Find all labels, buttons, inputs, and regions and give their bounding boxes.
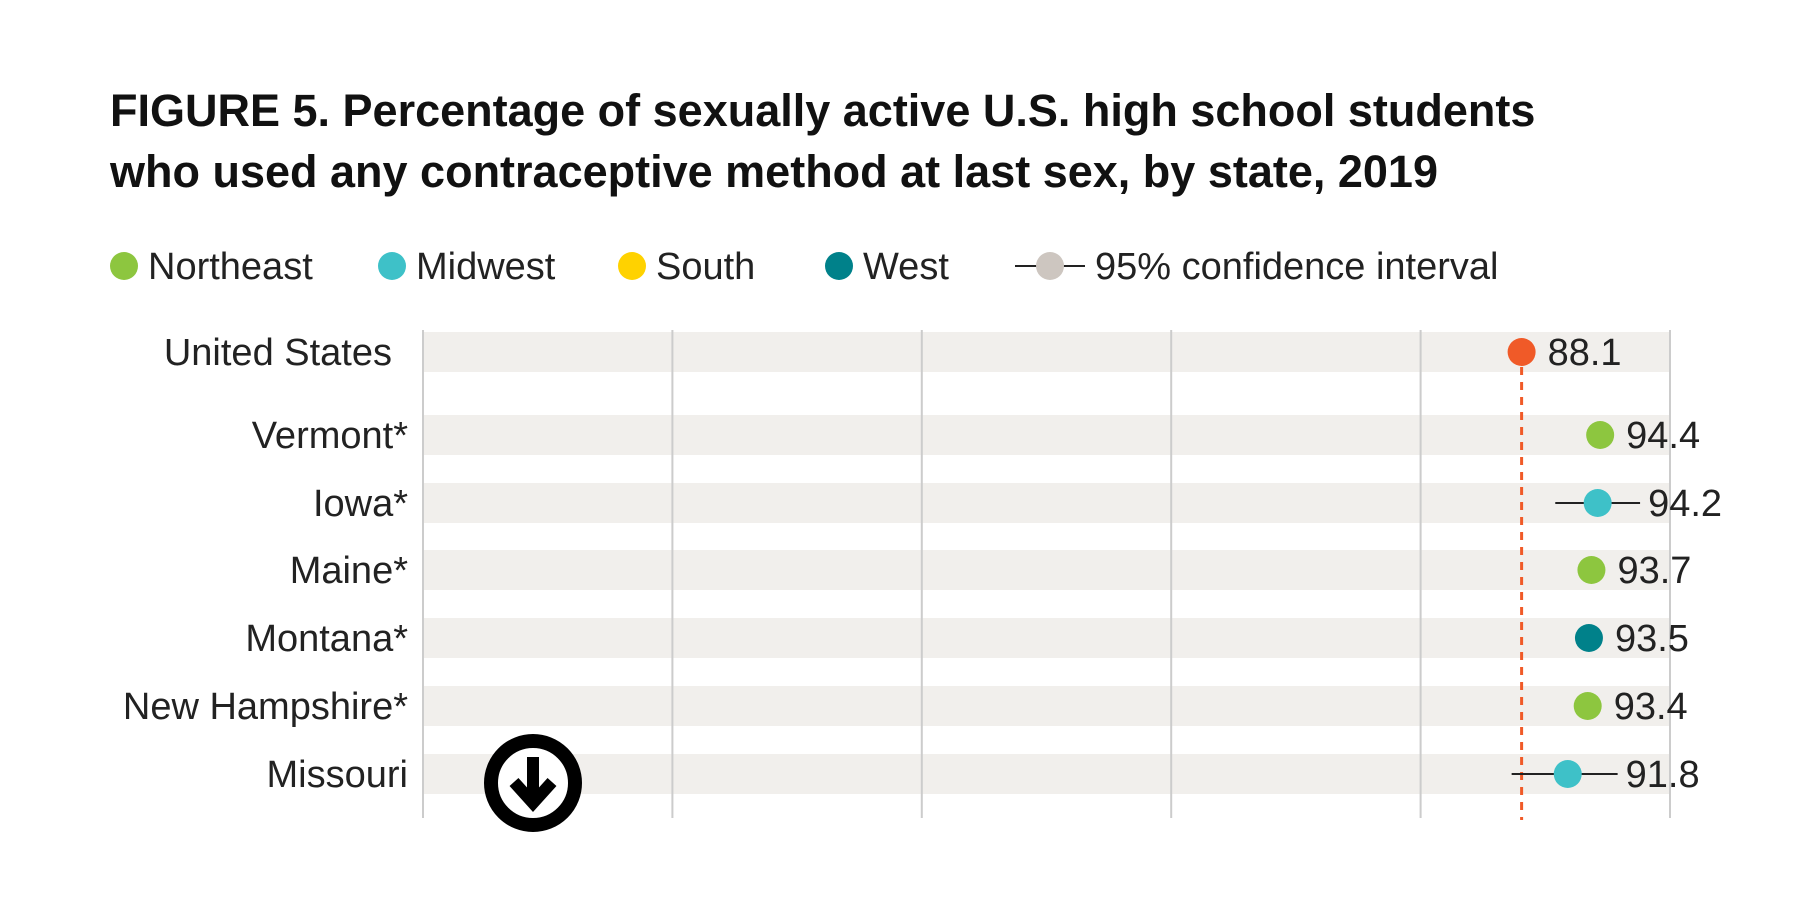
legend-item-west: West <box>825 246 949 288</box>
row-vermont: Vermont* 94.4 <box>252 415 1700 457</box>
row-iowa: Iowa* 94.2 <box>313 483 1722 525</box>
legend-item-south: South <box>618 246 755 288</box>
value-label: 91.8 <box>1626 754 1700 796</box>
row-label: Vermont* <box>252 415 409 457</box>
legend-item-northeast: Northeast <box>110 246 313 288</box>
row-band <box>423 550 1670 590</box>
row-band <box>423 332 1670 372</box>
data-rows: United States 88.1 Vermont* 94.4 Iowa* 94.2 Ma… <box>123 332 1722 796</box>
value-label: 88.1 <box>1548 332 1622 374</box>
row-label: Maine* <box>290 550 408 592</box>
data-point <box>1577 556 1606 584</box>
row-band <box>423 415 1670 455</box>
data-point <box>1507 338 1536 366</box>
value-label: 93.4 <box>1614 686 1688 728</box>
value-label: 93.7 <box>1617 550 1691 592</box>
legend-label: West <box>863 246 949 288</box>
row-label: Missouri <box>267 754 408 796</box>
value-label: 93.5 <box>1615 618 1689 660</box>
chart-title-line-1: FIGURE 5. Percentage of sexually active … <box>110 85 1536 136</box>
row-band <box>423 618 1670 658</box>
row-band <box>423 483 1670 523</box>
download-arrow-icon[interactable] <box>484 734 582 832</box>
legend-label: 95% confidence interval <box>1095 246 1498 288</box>
data-point <box>1583 489 1612 517</box>
legend-ci-dot <box>1036 252 1064 280</box>
row-label: Montana* <box>245 618 408 660</box>
row-united-states: United States 88.1 <box>164 332 1622 374</box>
legend-item-midwest: Midwest <box>378 246 556 288</box>
value-label: 94.2 <box>1648 483 1722 525</box>
row-montana: Montana* 93.5 <box>245 618 1689 660</box>
row-maine: Maine* 93.7 <box>290 550 1692 592</box>
legend-label: South <box>656 246 755 288</box>
value-label: 94.4 <box>1626 415 1700 457</box>
row-label: New Hampshire* <box>123 686 408 728</box>
legend-dot-south <box>618 252 646 280</box>
row-label: Iowa* <box>313 483 408 525</box>
row-bands <box>423 332 1670 794</box>
row-label: United States <box>164 332 392 374</box>
data-point <box>1574 624 1603 652</box>
gridlines <box>422 330 1671 818</box>
row-band <box>423 686 1670 726</box>
legend-item-95-confidence-interval: 95% confidence interval <box>1015 246 1498 288</box>
legend-dot-west <box>825 252 853 280</box>
legend: Northeast Midwest South West 95% confidence … <box>110 246 1498 288</box>
legend-dot-midwest <box>378 252 406 280</box>
row-missouri: Missouri 91.8 <box>267 754 1700 796</box>
chart-title: FIGURE 5. Percentage of sexually active … <box>110 80 1710 202</box>
chart-title-line-2: who used any contraceptive method at las… <box>110 146 1438 197</box>
legend-label: Northeast <box>148 246 313 288</box>
data-point <box>1573 692 1602 720</box>
data-point <box>1553 760 1582 788</box>
legend-dot-northeast <box>110 252 138 280</box>
legend-label: Midwest <box>416 246 556 288</box>
data-point <box>1586 421 1615 449</box>
row-new-hampshire: New Hampshire* 93.4 <box>123 686 1688 728</box>
row-band <box>423 754 1670 794</box>
